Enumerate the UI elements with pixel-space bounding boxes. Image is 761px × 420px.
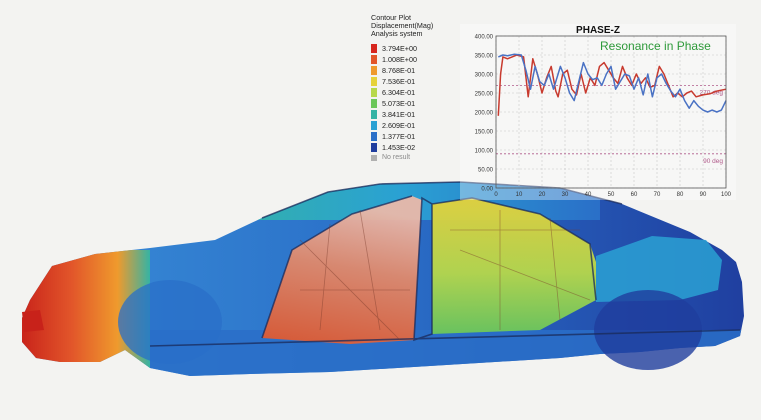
contour-legend: Contour Plot Displacement(Mag) Analysis … xyxy=(371,14,471,164)
chart-annotation: Resonance in Phase xyxy=(600,39,711,53)
legend-item: 3.794E+00 xyxy=(371,43,461,53)
no-result-swatch xyxy=(371,155,377,161)
legend-swatch xyxy=(371,99,377,108)
legend-swatch xyxy=(371,132,377,141)
x-tick-label: 30 xyxy=(562,192,569,198)
legend-item: 8.768E-01 xyxy=(371,65,461,75)
legend-title-line-3: Analysis system xyxy=(371,29,423,38)
x-tick-label: 70 xyxy=(654,192,661,198)
front-wheel-arch xyxy=(118,280,222,364)
legend-item: 5.073E-01 xyxy=(371,98,461,108)
legend-label: 6.304E-01 xyxy=(382,88,416,97)
y-tick-label: 0.00 xyxy=(481,187,493,193)
y-tick-label: 300.00 xyxy=(475,73,494,79)
y-tick-label: 200.00 xyxy=(475,111,494,117)
legend-label: 2.609E-01 xyxy=(382,121,416,130)
x-tick-label: 50 xyxy=(608,192,615,198)
no-result-label: No result xyxy=(382,154,411,161)
x-tick-label: 40 xyxy=(585,192,592,198)
rear-door-frame xyxy=(431,197,597,301)
legend-label: 8.768E-01 xyxy=(382,66,416,75)
legend-swatch xyxy=(371,77,377,86)
legend-item: 1.008E+00 xyxy=(371,54,461,64)
legend-swatch xyxy=(371,44,377,53)
legend-swatch xyxy=(371,143,377,152)
chart-series xyxy=(497,53,727,116)
legend-swatch xyxy=(371,121,377,130)
x-tick-label: 0 xyxy=(494,192,498,198)
legend-label: 5.073E-01 xyxy=(382,99,416,108)
legend-label: 3.794E+00 xyxy=(382,44,417,53)
legend-label: 1.008E+00 xyxy=(382,55,417,64)
front-bumper-lower xyxy=(22,310,44,332)
x-tick-label: 60 xyxy=(631,192,638,198)
legend-item: 6.304E-01 xyxy=(371,87,461,97)
roof-line xyxy=(261,181,623,219)
interior-structure-lines xyxy=(299,209,591,341)
legend-title-line-2: Displacement(Mag) xyxy=(371,21,434,30)
legend-swatch xyxy=(371,88,377,97)
plot-frame xyxy=(495,35,727,189)
chart-title: PHASE-Z xyxy=(576,25,620,36)
y-tick-label: 100.00 xyxy=(475,149,494,155)
y-tick-label: 350.00 xyxy=(475,54,494,60)
rear-wheel-arch xyxy=(594,290,702,370)
legend-label: 7.536E-01 xyxy=(382,77,416,86)
y-tick-label: 400.00 xyxy=(475,35,494,41)
legend-swatch xyxy=(371,110,377,119)
legend-item: 3.841E-01 xyxy=(371,109,461,119)
tick-labels: 0.00 50.00 100.00 150.00 200.00 250.00 300.00 3… xyxy=(475,35,732,199)
c-pillar-rear-panel xyxy=(596,236,722,302)
legend-item: 7.536E-01 xyxy=(371,76,461,86)
x-tick-label: 10 xyxy=(516,192,523,198)
legend-swatch xyxy=(371,66,377,75)
legend-label: 3.841E-01 xyxy=(382,110,416,119)
legend-item: 1.377E-01 xyxy=(371,131,461,141)
x-tick-label: 80 xyxy=(677,192,684,198)
y-tick-label: 50.00 xyxy=(478,168,494,174)
legend-label: 1.377E-01 xyxy=(382,132,416,141)
legend-item: 1.453E-02 xyxy=(371,142,461,152)
y-tick-label: 150.00 xyxy=(475,130,494,136)
y-tick-label: 250.00 xyxy=(475,92,494,98)
legend-label: 1.453E-02 xyxy=(382,143,416,152)
legend-swatch xyxy=(371,55,377,64)
x-tick-label: 100 xyxy=(721,192,732,198)
reference-line-label: 90 deg xyxy=(703,158,723,165)
x-tick-label: 90 xyxy=(700,192,707,198)
a-pillar-line xyxy=(261,195,413,339)
sill-line xyxy=(149,329,741,347)
series-line xyxy=(498,53,727,113)
front-door-window xyxy=(262,196,422,344)
b-pillar-line xyxy=(413,196,433,342)
legend-item: 2.609E-01 xyxy=(371,120,461,130)
legend-title-line-1: Contour Plot xyxy=(371,13,411,22)
x-tick-label: 20 xyxy=(539,192,546,198)
rear-door-window xyxy=(432,198,596,334)
